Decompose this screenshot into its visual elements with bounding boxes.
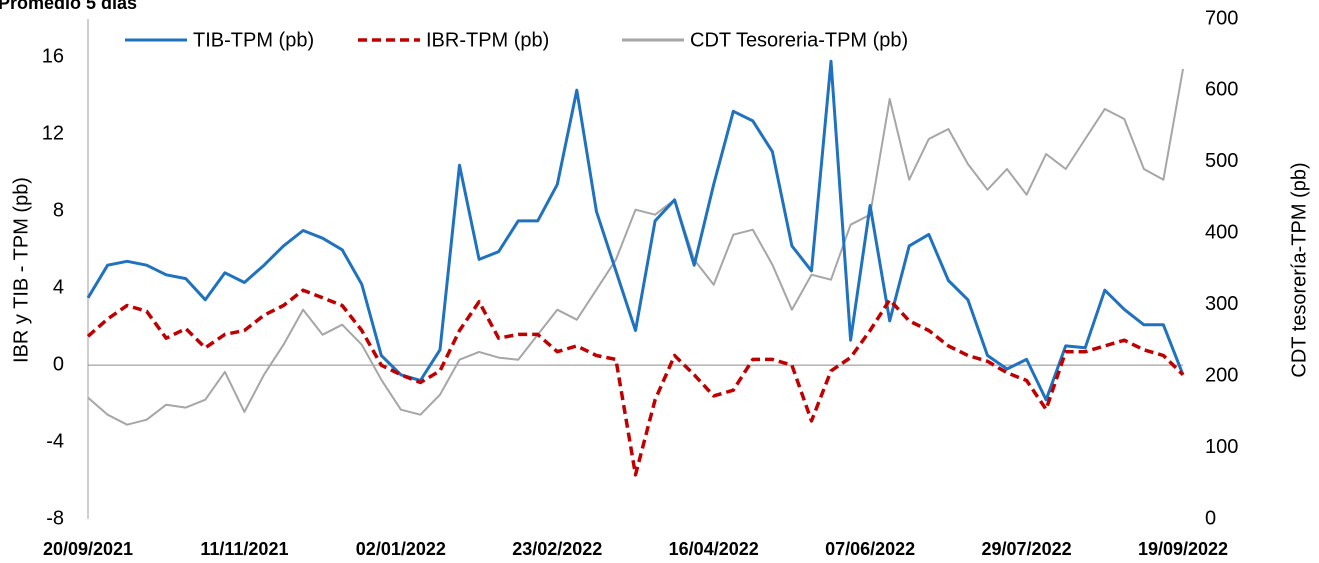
x-tick-label: 19/09/2022: [1138, 539, 1228, 559]
y2-tick-label: 300: [1205, 293, 1238, 315]
y2-tick-label: 200: [1205, 364, 1238, 386]
series-line: [87, 68, 1184, 426]
x-tick-label: 16/04/2022: [669, 539, 759, 559]
legend-label: TIB-TPM (pb): [193, 29, 314, 51]
x-tick-label: 23/02/2022: [512, 539, 602, 559]
y-tick-label: 8: [53, 200, 64, 222]
y-axis-title: IBR y TIB - TPM (pb): [10, 177, 32, 363]
y2-tick-label: 700: [1205, 7, 1238, 29]
y2-tick-label: 100: [1205, 436, 1238, 458]
y-tick-label: -4: [46, 430, 64, 452]
legend-label: CDT Tesoreria-TPM (pb): [690, 29, 908, 51]
x-tick-label: 29/07/2022: [982, 539, 1072, 559]
y-tick-label: 12: [42, 123, 64, 145]
y-tick-label: 16: [42, 46, 64, 68]
series-line: [86, 288, 1185, 477]
chart-title: Promedio 5 días: [0, 0, 137, 13]
x-tick-label: 20/09/2021: [43, 539, 133, 559]
x-tick-label: 02/01/2022: [356, 539, 446, 559]
y2-tick-label: 400: [1205, 222, 1238, 244]
y2-axis-title: CDT tesorería-TPM (pb): [1288, 162, 1310, 377]
series-line: [86, 59, 1185, 402]
y2-tick-label: 0: [1205, 507, 1216, 529]
y2-tick-label: 500: [1205, 150, 1238, 172]
x-tick-label: 11/11/2021: [200, 539, 288, 559]
y2-tick-label: 600: [1205, 79, 1238, 101]
y-tick-label: 4: [53, 277, 64, 299]
x-tick-label: 07/06/2022: [825, 539, 915, 559]
y-tick-label: -8: [46, 507, 64, 529]
y-tick-label: 0: [53, 353, 64, 375]
legend-label: IBR-TPM (pb): [426, 29, 549, 51]
